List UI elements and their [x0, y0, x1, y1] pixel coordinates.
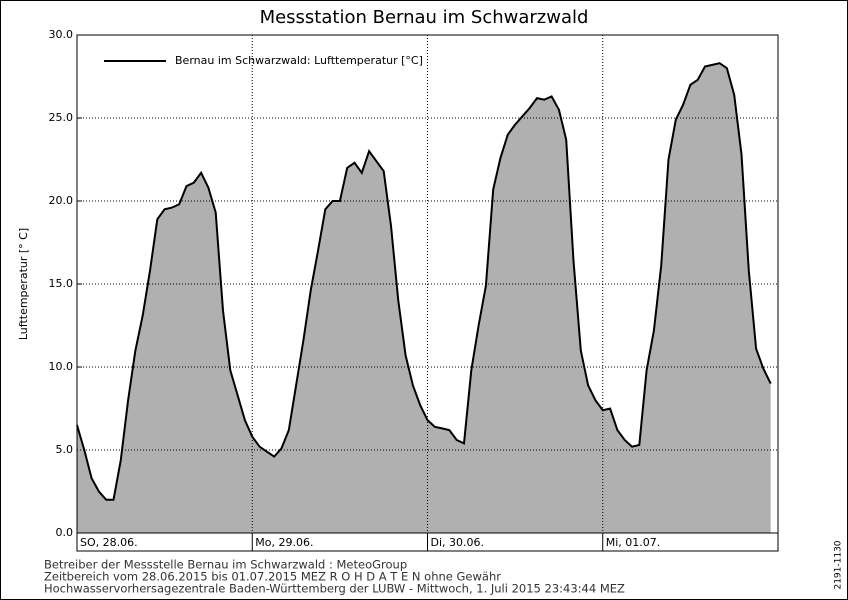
x-tick-label: Di, 30.06. [431, 536, 485, 549]
y-tick-label: 30.0 [49, 28, 74, 41]
side-label: 2191-1130 [834, 540, 844, 589]
y-tick-label: 0.0 [56, 526, 74, 539]
legend-label: Bernau im Schwarzwald: Lufttemperatur [°… [175, 54, 423, 67]
line [76, 62, 772, 501]
footer-line: Zeitbereich vom 28.06.2015 bis 01.07.201… [44, 570, 501, 584]
y-tick-label: 10.0 [49, 360, 74, 373]
y-axis-label: Lufttemperatur [° C] [17, 228, 30, 340]
footer-line: Betreiber der Messstelle Bernau im Schwa… [44, 558, 407, 572]
x-tick-label: SO, 28.06. [80, 536, 138, 549]
chart-title: Messstation Bernau im Schwarzwald [260, 7, 589, 28]
footer-line: Hochwasservorhersagezentrale Baden-Württ… [44, 582, 625, 596]
y-tick-label: 20.0 [49, 194, 74, 207]
plot-frame [76, 34, 779, 552]
y-tick-label: 25.0 [49, 111, 74, 124]
area [77, 63, 771, 533]
y-tick-label: 15.0 [49, 277, 74, 290]
x-tick-label: Mi, 01.07. [606, 536, 661, 549]
x-tick-label: Mo, 29.06. [255, 536, 313, 549]
y-tick-label: 5.0 [56, 443, 74, 456]
